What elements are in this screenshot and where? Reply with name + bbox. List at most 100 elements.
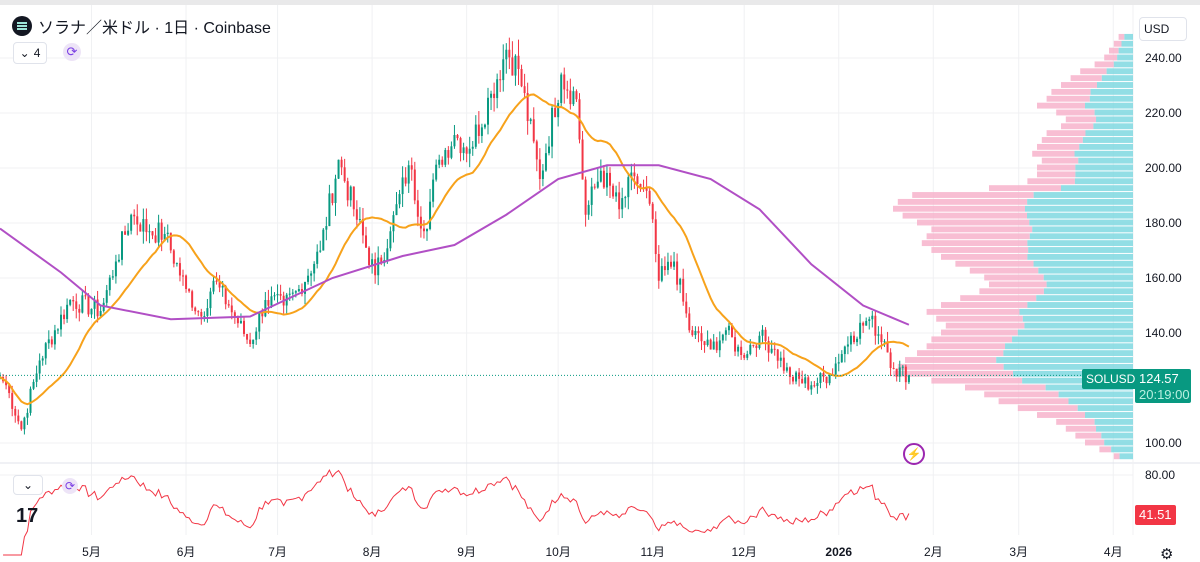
candle-body — [587, 204, 590, 215]
candle-body — [752, 344, 755, 346]
volume-profile-up-bar — [1119, 453, 1133, 460]
refresh-icon[interactable]: ⟳ — [62, 478, 78, 494]
candle-body — [435, 164, 438, 180]
volume-profile-down-bar — [1037, 171, 1076, 178]
candle-body — [490, 93, 493, 98]
x-tick-label: 11月 — [640, 545, 664, 559]
candle-body — [572, 91, 575, 105]
candle-body — [889, 352, 892, 368]
candle-body — [654, 219, 657, 255]
volume-profile-down-bar — [1027, 178, 1075, 185]
volume-profile-up-bar — [1027, 240, 1133, 247]
candle-body — [883, 341, 886, 343]
candle-body — [105, 290, 108, 303]
volume-profile-down-bar — [1056, 418, 1095, 425]
indicators-toggle-button[interactable]: ⌄ 4 — [13, 42, 47, 64]
volume-profile-up-bar — [1022, 315, 1133, 322]
volume-profile-down-bar — [926, 343, 1006, 350]
candle-body — [685, 301, 688, 314]
candle-body — [581, 139, 584, 180]
candle-body — [471, 146, 474, 149]
volume-profile-down-bar — [1094, 61, 1114, 68]
candle-body — [130, 214, 133, 231]
candle-body — [50, 339, 53, 345]
volume-profile-down-bar — [941, 302, 1028, 308]
volume-profile-down-bar — [955, 260, 1034, 267]
candle-body — [529, 119, 532, 122]
volume-profile-down-bar — [1037, 102, 1085, 109]
volume-profile-down-bar — [1032, 150, 1075, 157]
candle-body — [886, 341, 889, 353]
candle-body — [212, 280, 215, 292]
candle-body — [304, 281, 306, 294]
x-tick-label: 5月 — [82, 545, 101, 559]
candle-body — [496, 79, 499, 99]
candle-body — [444, 150, 447, 165]
settings-icon[interactable]: ⚙ — [1160, 546, 1174, 562]
x-tick-label: 2月 — [924, 545, 943, 559]
volume-profile-down-bar — [1118, 33, 1125, 40]
candle-body — [273, 295, 276, 297]
volume-profile-up-bar — [1113, 61, 1133, 68]
currency-select[interactable]: USD — [1139, 17, 1187, 41]
volume-profile-up-bar — [1074, 178, 1133, 185]
candle-body — [75, 301, 78, 309]
candle-body — [358, 218, 361, 220]
candle-body — [718, 340, 721, 351]
volume-profile-down-bar — [931, 377, 1023, 384]
volume-profile-up-bar — [1027, 253, 1133, 260]
candle-body — [99, 311, 102, 317]
candle-body — [447, 150, 450, 158]
candle-body — [548, 146, 550, 154]
lightning-icon[interactable]: ⚡ — [903, 443, 925, 465]
candle-body — [450, 146, 453, 158]
candle-body — [38, 360, 41, 374]
volume-profile-up-bar — [1094, 418, 1133, 425]
volume-profile-down-bar — [979, 288, 1044, 295]
candle-body — [230, 305, 233, 313]
candle-body — [343, 167, 346, 182]
volume-profile-up-bar — [996, 357, 1133, 363]
candle-body — [297, 289, 300, 292]
candle-body — [221, 285, 224, 288]
rsi-collapse-button[interactable]: ⌄ — [13, 475, 43, 495]
candle-body — [706, 339, 709, 346]
candle-body — [584, 179, 587, 215]
candle-body — [840, 354, 843, 363]
volume-profile-down-bar — [921, 240, 1028, 247]
candle-body — [44, 343, 47, 359]
candle-body — [551, 107, 554, 147]
volume-profile-up-bar — [1017, 329, 1133, 336]
candle-body — [331, 193, 334, 204]
candle-body — [666, 261, 669, 271]
candle-body — [700, 333, 703, 342]
refresh-icon[interactable]: ⟳ — [63, 43, 81, 61]
candle-body — [365, 235, 367, 248]
candle-body — [459, 138, 462, 154]
candle-body — [615, 192, 618, 197]
candle-body — [163, 234, 166, 240]
chart-canvas[interactable]: 5月 6月 7月 8月 9月 10月 11月 12月 2026 2月 3月 4月 240.00 220.0… — [0, 5, 1200, 562]
volume-profile-up-bar — [1101, 75, 1133, 82]
candle-body — [124, 231, 127, 235]
candle-body — [477, 124, 480, 136]
candle-body — [688, 313, 691, 331]
candle-body — [544, 153, 547, 171]
candle-body — [145, 219, 148, 233]
volume-profile-down-bar — [998, 398, 1069, 405]
candle-body — [175, 263, 178, 265]
volume-profile-down-bar — [989, 281, 1047, 288]
candle-body — [377, 257, 380, 276]
volume-profile-up-bar — [1043, 288, 1133, 295]
x-tick-label: 9月 — [457, 545, 476, 559]
candle-body — [468, 148, 471, 154]
candle-body — [182, 275, 184, 277]
candle-body — [108, 277, 111, 291]
candle-body — [462, 147, 465, 154]
candle-body — [172, 250, 175, 264]
rsi-line — [3, 468, 910, 556]
volume-profile-up-bar — [1075, 164, 1133, 171]
candle-body — [569, 90, 572, 105]
volume-profile-down-bar — [1109, 47, 1119, 54]
candle-body — [227, 304, 230, 306]
